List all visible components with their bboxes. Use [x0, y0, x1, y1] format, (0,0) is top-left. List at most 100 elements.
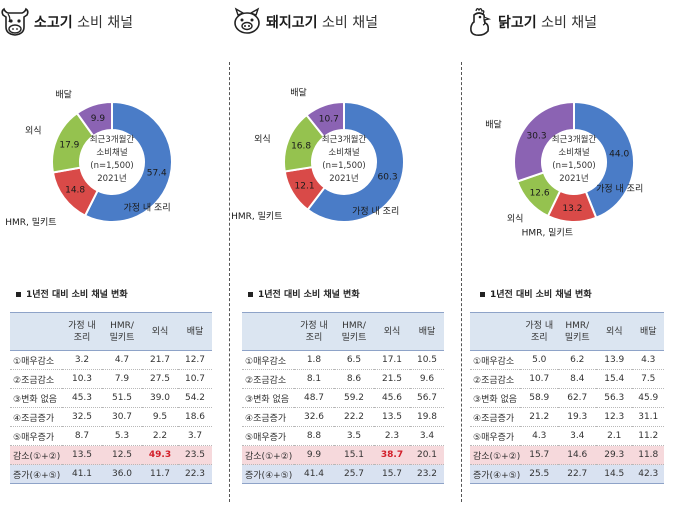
panel-divider [229, 62, 230, 502]
beef-panel: 소고기 소비 채널 57.4 가정 내 조리 14.8 HMR, 밀키트 17.9 외식 9… [0, 0, 228, 510]
table-cell: 42.3 [632, 464, 665, 484]
table-cell: 15.1 [334, 445, 374, 465]
slice-category-label: 외식 [254, 133, 271, 145]
table-cell: 22.7 [558, 464, 597, 484]
table-cell: 23.2 [410, 464, 444, 484]
chicken-title: 닭고기 소비 채널 [498, 15, 598, 31]
table-cell: 10.7 [520, 369, 559, 389]
donut-center-label: (n=1,500) [90, 161, 133, 171]
table-cell: 51.5 [102, 388, 142, 408]
table-header-corner [242, 312, 294, 351]
table-row: ④조금증가 32.6 22.2 13.5 19.8 [242, 407, 444, 427]
table-cell: 8.7 [62, 426, 102, 446]
table-cell: 2.2 [142, 426, 178, 446]
table-row: 증가(④+⑤) 41.4 25.7 15.7 23.2 [242, 464, 444, 484]
pie-slice-home-cooking [83, 100, 173, 223]
table-column-header: HMR/밀키트 [334, 312, 374, 351]
table-row: ⑤매우증가 8.8 3.5 2.3 3.4 [242, 426, 444, 446]
beef-donut: 57.4 가정 내 조리 14.8 HMR, 밀키트 17.9 외식 9.9 배달 최근3개월간… [0, 52, 228, 281]
table-cell: 22.2 [334, 407, 374, 427]
table-cell: 6.2 [558, 350, 597, 370]
table-cell: 22.3 [178, 464, 212, 484]
table-cell: 8.8 [294, 426, 334, 446]
row-label: 감소(①+②) [470, 445, 521, 465]
table-row: ②조금감소 10.7 8.4 15.4 7.5 [470, 369, 665, 389]
table-cell: 13.5 [62, 445, 102, 465]
table-row: 감소(①+②) 9.9 15.1 38.7 20.1 [242, 445, 444, 465]
slice-category-label: 배달 [55, 88, 72, 100]
table-column-header: HMR/밀키트 [558, 312, 597, 351]
table-cell: 21.5 [374, 369, 410, 389]
table-cell: 45.3 [62, 388, 102, 408]
table-cell: 23.5 [178, 445, 212, 465]
table-cell: 31.1 [632, 407, 665, 427]
table-cell: 38.7 [374, 445, 410, 465]
table-row: ④조금증가 21.2 19.3 12.3 31.1 [470, 407, 665, 427]
table-cell: 9.9 [294, 445, 334, 465]
table-cell: 20.1 [410, 445, 444, 465]
table-cell: 18.6 [178, 407, 212, 427]
table-cell: 6.5 [334, 350, 374, 370]
beef-change-table: 가정 내 조리 HMR/밀키트 외식 배달 ①매우감소 3.2 4.7 21.7 12.7 ②조금감… [10, 312, 212, 484]
chicken-icon [470, 8, 492, 36]
donut-center-label: 소비채널 [96, 147, 127, 158]
row-label: 증가(④+⑤) [470, 464, 521, 484]
table-cell: 32.5 [62, 407, 102, 427]
table-cell: 29.3 [596, 445, 633, 465]
table-column-header: 가정 내 조리 [294, 312, 334, 351]
row-label: ③변화 없음 [242, 388, 294, 408]
row-label: ①매우감소 [10, 350, 62, 370]
slice-value-label: 57.4 [147, 169, 167, 179]
table-cell: 7.9 [102, 369, 142, 389]
table-cell: 8.6 [334, 369, 374, 389]
table-row: ①매우감소 5.0 6.2 13.9 4.3 [470, 350, 665, 370]
slice-category-label: 가정 내 조리 [596, 183, 643, 194]
table-row: ②조금감소 10.3 7.9 27.5 10.7 [10, 369, 212, 389]
row-label: 감소(①+②) [242, 445, 294, 465]
beef-table-title: 1년전 대비 소비 채널 변화 [16, 287, 128, 300]
table-row: ④조금증가 32.5 30.7 9.5 18.6 [10, 407, 212, 427]
cow-icon [1, 7, 29, 36]
table-cell: 25.5 [520, 464, 559, 484]
pie-slice-delivery [305, 100, 345, 139]
table-row: 감소(①+②) 15.7 14.6 29.3 11.8 [470, 445, 665, 465]
table-cell: 21.2 [520, 407, 559, 427]
table-cell: 15.7 [374, 464, 410, 484]
table-cell: 3.7 [178, 426, 212, 446]
table-cell: 8.1 [294, 369, 334, 389]
table-cell: 12.3 [596, 407, 633, 427]
table-cell: 10.5 [410, 350, 444, 370]
table-cell: 54.2 [178, 388, 212, 408]
pie-slice-delivery [513, 100, 575, 183]
table-row: 증가(④+⑤) 25.5 22.7 14.5 42.3 [470, 464, 665, 484]
slice-value-label: 10.7 [319, 115, 339, 125]
table-cell: 59.2 [334, 388, 374, 408]
pie-slice-home-cooking [573, 100, 635, 220]
slice-category-label: 외식 [25, 124, 42, 136]
donut-center-label: 소비채널 [558, 147, 589, 158]
table-cell: 13.5 [374, 407, 410, 427]
table-cell: 11.7 [142, 464, 178, 484]
table-header-corner [470, 312, 521, 351]
table-cell: 17.1 [374, 350, 410, 370]
pork-panel: 돼지고기 소비 채널 60.3 가정 내 조리 12.1 HMR, 밀키트 16.8 외식… [231, 0, 460, 510]
table-cell: 12.7 [178, 350, 212, 370]
pig-icon [234, 7, 260, 34]
slice-value-label: 13.2 [562, 204, 582, 214]
table-cell: 11.2 [632, 426, 665, 446]
table-cell: 32.6 [294, 407, 334, 427]
slice-category-label: 가정 내 조리 [352, 206, 399, 217]
table-cell: 62.7 [558, 388, 597, 408]
table-cell: 19.3 [558, 407, 597, 427]
table-column-header: 가정 내 조리 [520, 312, 559, 351]
table-row: 감소(①+②) 13.5 12.5 49.3 23.5 [10, 445, 212, 465]
table-cell: 14.6 [558, 445, 597, 465]
table-cell: 4.3 [520, 426, 559, 446]
table-column-header: 배달 [410, 312, 444, 351]
row-label: ④조금증가 [10, 407, 62, 427]
table-cell: 9.6 [410, 369, 444, 389]
table-column-header: 외식 [596, 312, 633, 351]
slice-category-label: 배달 [485, 119, 502, 131]
table-cell: 30.7 [102, 407, 142, 427]
table-cell: 45.6 [374, 388, 410, 408]
